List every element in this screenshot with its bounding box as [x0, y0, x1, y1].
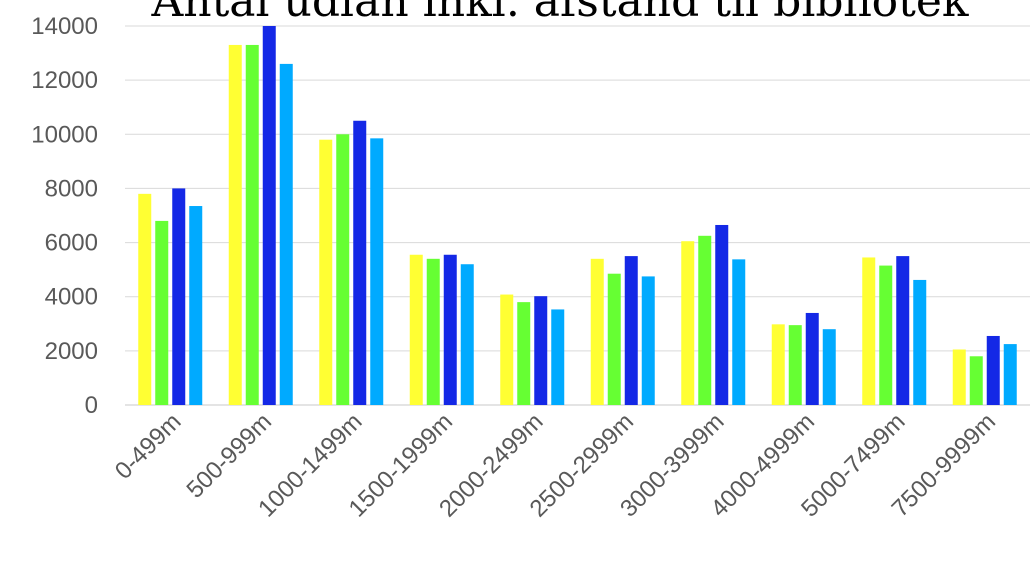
- bar: [245, 44, 259, 405]
- bar: [896, 256, 910, 405]
- bar: [534, 296, 548, 405]
- bar: [172, 188, 186, 405]
- y-tick-label: 12000: [31, 67, 98, 94]
- bar: [952, 349, 966, 405]
- bar: [336, 134, 350, 406]
- bar: [443, 254, 457, 405]
- y-tick-label: 8000: [45, 175, 98, 202]
- y-tick-label: 10000: [31, 121, 98, 148]
- bar: [426, 258, 440, 405]
- y-tick-label: 0: [85, 392, 98, 419]
- bar: [986, 335, 1000, 405]
- bar: [788, 325, 802, 405]
- bar: [715, 224, 729, 405]
- bar: [681, 241, 695, 405]
- bar: [517, 302, 531, 405]
- y-tick-label: 4000: [45, 284, 98, 311]
- y-axis-ticks: 0 2000 4000 6000 8000 10000 12000 14000: [31, 13, 98, 419]
- bar: [698, 235, 712, 405]
- bar: [353, 120, 367, 405]
- bar: [771, 324, 785, 405]
- bar: [551, 309, 565, 405]
- y-tick-label: 14000: [31, 13, 98, 40]
- bar: [805, 312, 819, 405]
- bar: [228, 44, 242, 405]
- bar: [138, 193, 152, 405]
- chart-title: Antal udlån inkl. afstand til bibliotek: [150, 0, 968, 27]
- bar: [590, 258, 604, 405]
- bar: [189, 206, 203, 405]
- x-tick-label: 500-999m: [181, 408, 277, 504]
- bar: [862, 257, 876, 405]
- x-tick-label: 0-499m: [110, 408, 187, 485]
- bar: [319, 139, 333, 405]
- bar: [155, 220, 169, 405]
- bar: [607, 273, 621, 405]
- bar: [822, 329, 836, 405]
- bar: [624, 256, 638, 405]
- bars: [138, 26, 1017, 406]
- bar: [879, 265, 893, 405]
- bar: [370, 138, 384, 405]
- bar: [279, 63, 293, 406]
- bar: [641, 276, 655, 405]
- bar: [262, 26, 276, 405]
- bar: [969, 356, 983, 405]
- y-tick-label: 6000: [45, 230, 98, 257]
- bar: [732, 259, 746, 405]
- x-axis-ticks: 0-499m500-999m1000-1499m1500-1999m2000-2…: [110, 408, 1001, 522]
- gridlines: [125, 25, 1030, 406]
- bar: [1003, 344, 1017, 405]
- bar: [500, 294, 514, 405]
- bar: [913, 279, 927, 405]
- bar: [409, 254, 423, 405]
- bar: [460, 264, 474, 405]
- y-tick-label: 2000: [45, 338, 98, 365]
